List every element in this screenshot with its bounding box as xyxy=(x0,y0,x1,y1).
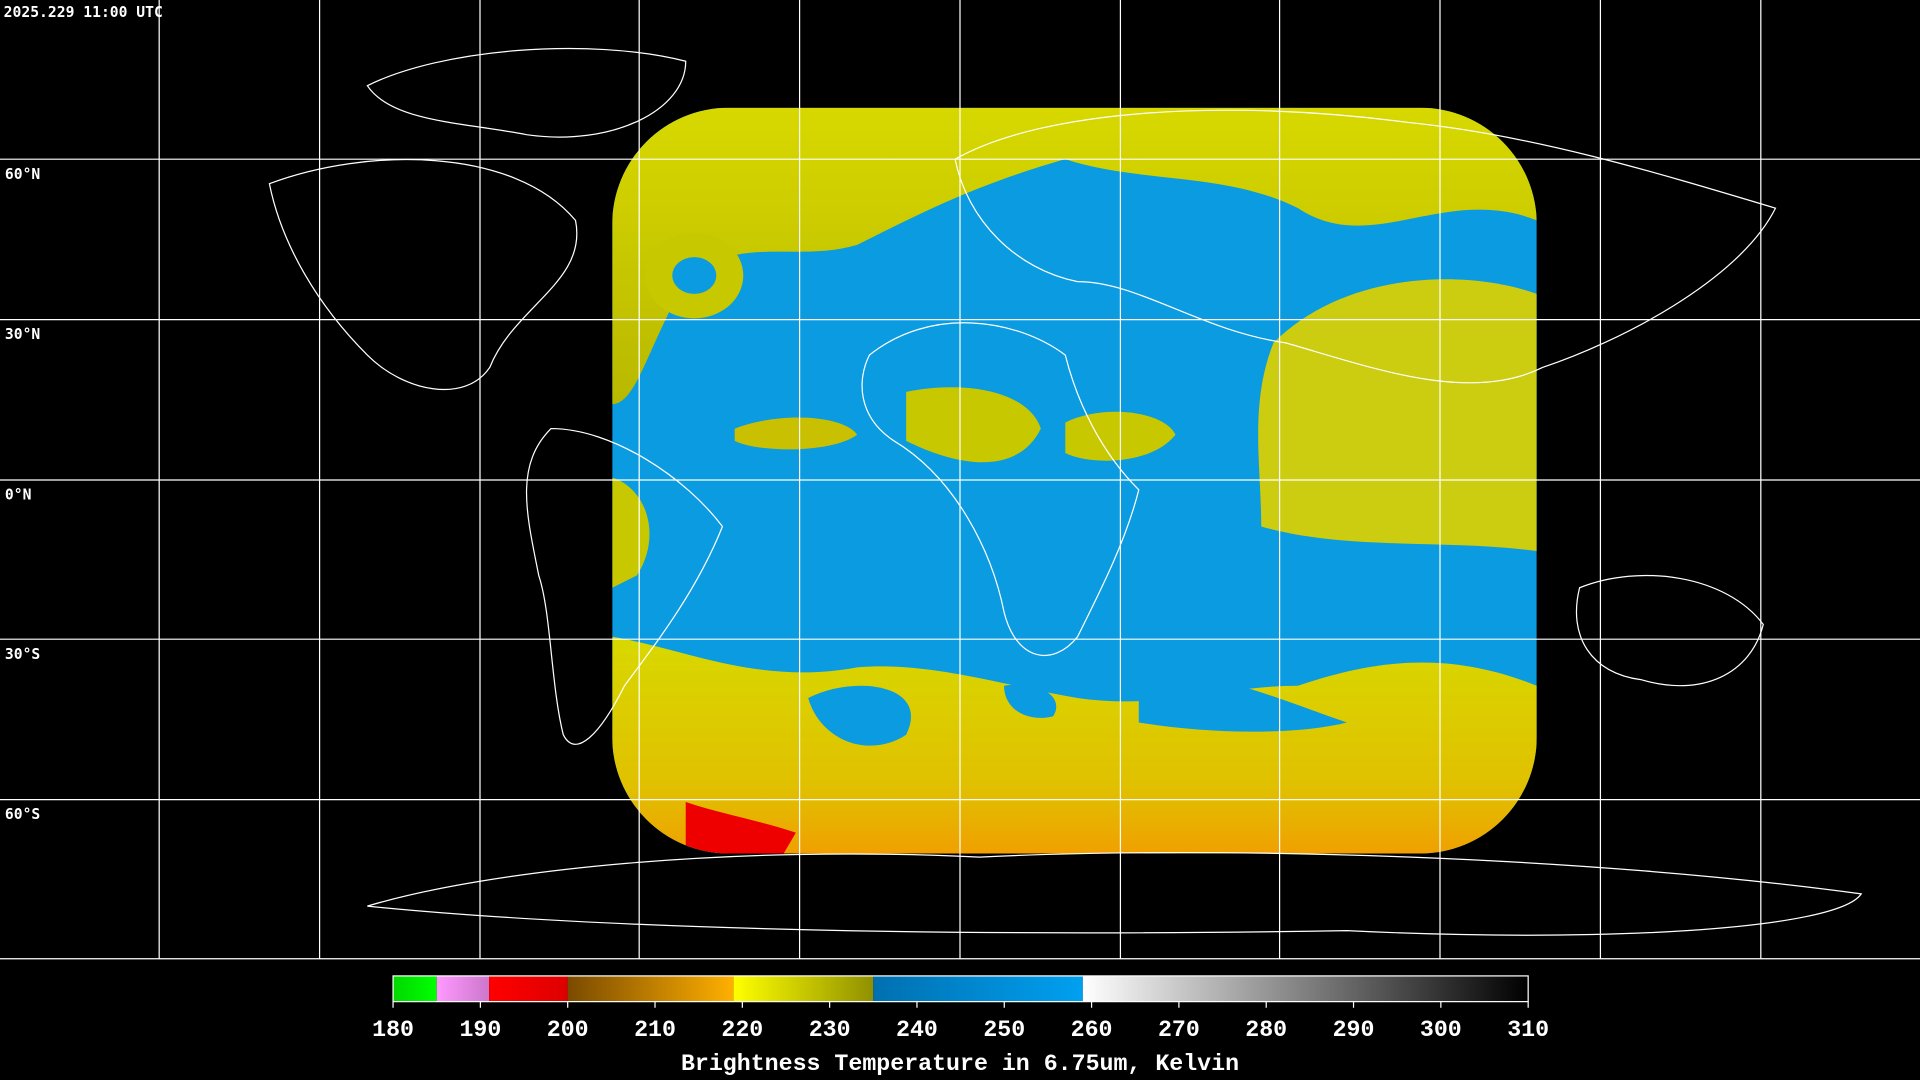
colorbar-tick-label: 230 xyxy=(809,1017,851,1043)
colorbar-tick-label: 180 xyxy=(372,1017,414,1043)
lat-label: 0°N xyxy=(5,487,32,504)
colorbar-title: Brightness Temperature in 6.75um, Kelvin xyxy=(681,1051,1239,1077)
colorbar-segment xyxy=(733,975,874,1002)
coastlines xyxy=(268,47,1863,936)
colorbar-tick-label: 190 xyxy=(459,1017,501,1043)
lat-label: 60°N xyxy=(5,166,40,183)
colorbar-tick-label: 290 xyxy=(1333,1017,1375,1043)
colorbar-tick-label: 300 xyxy=(1420,1017,1462,1043)
colorbar-segment xyxy=(489,975,568,1002)
colorbar-tick-label: 210 xyxy=(634,1017,676,1043)
colorbar-tick-label: 240 xyxy=(896,1017,938,1043)
colorbar: 180 190 200 210 220 230 240 250 260 270 280 290 300 3… xyxy=(372,975,1549,1043)
timestamp: 2025.229 11:00 UTC xyxy=(4,4,163,21)
colorbar-tick-label: 250 xyxy=(983,1017,1025,1043)
colorbar-frame xyxy=(392,975,1529,1003)
lat-label: 60°S xyxy=(5,806,40,823)
colorbar-tick-label: 270 xyxy=(1158,1017,1200,1043)
colorbar-tick-label: 260 xyxy=(1071,1017,1113,1043)
colorbar-segment xyxy=(436,975,490,1002)
colorbar-segment xyxy=(393,975,437,1002)
lat-label: 30°N xyxy=(5,326,40,343)
colorbar-tick-label: 280 xyxy=(1245,1017,1287,1043)
colorbar-segment xyxy=(873,975,1083,1002)
colorbar-tick-label: 220 xyxy=(721,1017,763,1043)
lat-label: 30°S xyxy=(5,646,40,663)
colorbar-tick-label: 200 xyxy=(547,1017,589,1043)
colorbar-segment xyxy=(1082,975,1529,1002)
graticule xyxy=(0,0,1920,960)
colorbar-tick-label: 310 xyxy=(1507,1017,1549,1043)
colorbar-segment xyxy=(567,975,734,1002)
